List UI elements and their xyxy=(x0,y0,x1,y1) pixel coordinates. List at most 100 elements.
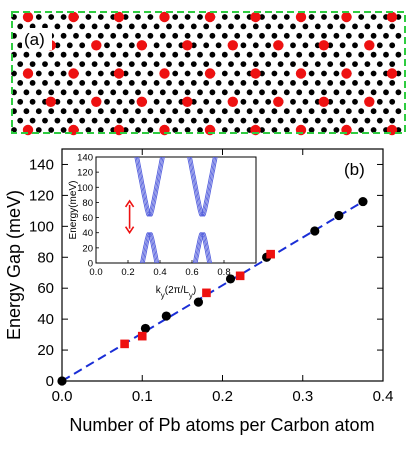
carbon-atom xyxy=(352,23,358,30)
carbon-atom xyxy=(321,70,327,77)
carbon-atom xyxy=(141,23,148,30)
carbon-atom xyxy=(197,108,203,115)
carbon-atom xyxy=(259,70,265,77)
carbon-atom xyxy=(197,127,203,133)
carbon-atom xyxy=(35,51,42,58)
carbon-atom xyxy=(290,117,296,124)
y-tick-label: 20 xyxy=(37,342,54,359)
carbon-atom xyxy=(197,32,203,39)
carbon-atom xyxy=(29,23,36,30)
carbon-atom xyxy=(234,108,241,115)
carbon-atom xyxy=(172,51,179,58)
y-tick-label: 60 xyxy=(37,280,54,297)
carbon-atom xyxy=(327,117,334,124)
carbon-atom xyxy=(166,42,172,49)
carbon-atom xyxy=(376,23,383,30)
carbon-atom xyxy=(48,51,55,58)
carbon-atom xyxy=(389,117,396,124)
carbon-atom xyxy=(147,32,154,39)
carbon-atom xyxy=(308,108,315,115)
lead-atom xyxy=(91,96,102,108)
carbon-atom xyxy=(42,61,48,67)
carbon-atom xyxy=(333,32,340,39)
carbon-atom xyxy=(364,117,371,124)
inset-x-tick-label: 0.2 xyxy=(121,267,134,278)
carbon-atom xyxy=(308,89,315,96)
carbon-atom xyxy=(135,70,141,77)
carbon-atom xyxy=(184,89,191,96)
lead-atom xyxy=(113,68,125,79)
carbon-atom xyxy=(395,32,402,39)
carbon-atom xyxy=(240,42,247,49)
data-point-circle xyxy=(57,376,67,386)
lead-atom xyxy=(318,40,329,51)
data-point-circle xyxy=(193,297,204,307)
carbon-atom xyxy=(302,98,309,105)
carbon-atom xyxy=(339,98,346,105)
carbon-atom xyxy=(333,127,340,133)
y-tick-label: 140 xyxy=(29,156,54,173)
carbon-atom xyxy=(290,42,296,49)
panel-a-border xyxy=(11,11,406,134)
band-line-lower xyxy=(195,232,211,263)
carbon-atom xyxy=(333,108,340,115)
carbon-atom xyxy=(29,117,36,124)
carbon-atom xyxy=(190,117,197,124)
inset-frame xyxy=(95,156,257,264)
carbon-atom xyxy=(184,70,191,77)
carbon-atom xyxy=(73,32,79,39)
carbon-atom xyxy=(85,127,92,133)
lead-atom xyxy=(250,11,261,23)
carbon-atom xyxy=(321,14,327,20)
carbon-atom xyxy=(66,61,73,67)
carbon-atom xyxy=(283,32,290,39)
carbon-atom xyxy=(265,80,272,86)
carbon-atom xyxy=(66,42,73,49)
carbon-atom xyxy=(147,127,154,133)
carbon-atom xyxy=(159,51,166,58)
carbon-atom xyxy=(321,127,327,133)
carbon-atom xyxy=(54,98,61,105)
carbon-atom xyxy=(283,127,290,133)
lead-atom xyxy=(273,40,284,51)
carbon-atom xyxy=(54,117,61,124)
carbon-atom xyxy=(147,108,154,115)
carbon-atom xyxy=(290,98,296,105)
data-point-square xyxy=(266,249,275,259)
carbon-atom xyxy=(370,127,377,133)
carbon-atom xyxy=(209,108,216,115)
carbon-atom xyxy=(91,117,98,124)
data-point-square xyxy=(202,288,211,298)
carbon-atom xyxy=(17,98,24,105)
carbon-atom xyxy=(246,108,253,115)
carbon-atom xyxy=(252,42,259,49)
y-tick-label: 80 xyxy=(37,249,54,266)
data-point-square xyxy=(137,331,147,341)
carbon-atom xyxy=(85,108,92,115)
inset-x-tick-label: 0.4 xyxy=(153,267,166,278)
carbon-atom xyxy=(48,14,55,20)
carbon-atom xyxy=(333,51,340,58)
carbon-atom xyxy=(116,98,123,105)
data-point-circle xyxy=(225,274,236,284)
inset-y-tick-label: 20 xyxy=(82,243,93,254)
carbon-atom xyxy=(184,32,191,39)
lead-atom xyxy=(364,40,375,51)
inset-x-tick-label: 0.6 xyxy=(185,267,198,278)
carbon-atom xyxy=(209,51,216,58)
carbon-atom xyxy=(153,42,160,49)
carbon-atom xyxy=(91,80,98,86)
carbon-atom xyxy=(203,61,210,67)
inset-y-tick-label: 100 xyxy=(77,183,93,194)
lead-atom xyxy=(22,68,34,79)
data-point-square xyxy=(120,339,129,349)
carbon-atom xyxy=(327,80,334,86)
carbon-atom xyxy=(215,80,222,86)
carbon-atom xyxy=(91,61,98,67)
data-point-circle xyxy=(358,196,368,207)
y-tick-label: 120 xyxy=(29,187,54,204)
data-point-circle xyxy=(140,323,151,334)
carbon-atom xyxy=(352,42,358,49)
carbon-atom xyxy=(197,14,203,20)
carbon-atom xyxy=(17,117,24,124)
